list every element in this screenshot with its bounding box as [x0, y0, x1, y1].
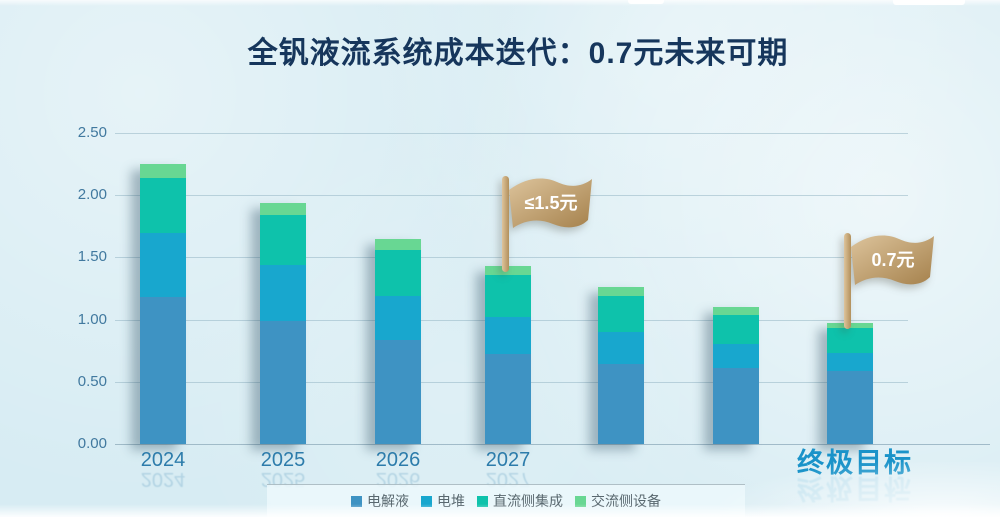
category-text: 2025: [260, 449, 306, 471]
legend-swatch: [575, 495, 586, 507]
category-text: 2027: [485, 449, 531, 471]
flag-banner: [509, 178, 592, 229]
bar-segment-直流侧集成: [260, 215, 306, 265]
category-label: 2025 2025: [223, 449, 343, 490]
flag-pole: [844, 233, 851, 330]
legend-swatch: [351, 495, 362, 507]
bar-segment-电堆: [713, 344, 759, 369]
stacked-bar-future-4: [598, 287, 644, 444]
y-axis-tick-label: 1.50: [77, 248, 107, 266]
top-edge-artifact: [893, 0, 965, 5]
top-edge-artifact: [628, 0, 664, 4]
bar-segment-电堆: [375, 295, 421, 340]
bar-segment-电解液: [713, 368, 759, 444]
flag-icon: ≤1.5元: [502, 176, 592, 273]
bar-segment-电堆: [140, 232, 186, 298]
bar-segment-交流侧设备: [375, 238, 421, 250]
stacked-bar-2027: [485, 266, 531, 444]
bar-segment-电堆: [827, 353, 873, 371]
category-text: 2024: [140, 449, 186, 471]
stacked-bar-future-5: [713, 307, 759, 444]
goal-flag-2: 0.7元: [836, 233, 956, 330]
legend-swatch: [477, 495, 488, 507]
bar-segment-电解液: [827, 370, 873, 444]
bar-segment-交流侧设备: [713, 307, 759, 315]
bar-segment-直流侧集成: [375, 249, 421, 296]
category-reflection: 2024: [140, 468, 186, 490]
bar-segment-直流侧集成: [827, 328, 873, 354]
category-label: 2027 2027: [448, 449, 568, 490]
stacked-bar-终极目标: [827, 323, 873, 444]
goal-flag-1: ≤1.5元: [494, 176, 614, 273]
category-label: 2026 2026: [338, 449, 458, 490]
y-axis-tick-label: 0.00: [77, 435, 107, 452]
legend-swatch: [421, 495, 432, 507]
bar-segment-直流侧集成: [140, 177, 186, 233]
bar-segment-电解液: [260, 320, 306, 444]
flag-value-label: ≤1.5元: [525, 193, 578, 213]
bar-segment-直流侧集成: [598, 295, 644, 333]
bar-segment-电堆: [598, 332, 644, 365]
stacked-bar-2024: [140, 164, 186, 444]
stacked-bar-2025: [260, 202, 306, 444]
bar-segment-直流侧集成: [713, 314, 759, 345]
bar-segment-电解液: [375, 339, 421, 444]
bar-segment-电堆: [485, 317, 531, 355]
y-axis-tick-label: 1.00: [77, 310, 107, 328]
y-axis-tick-label: 2.50: [77, 124, 107, 141]
category-label: 2024 2024: [103, 449, 223, 490]
bar-segment-交流侧设备: [140, 164, 186, 178]
top-edge-highlight: [0, 0, 1000, 6]
stacked-bar-2026: [375, 238, 421, 444]
bar-segment-电解液: [598, 364, 644, 444]
bar-segment-电堆: [260, 264, 306, 321]
gridline: [115, 257, 908, 259]
bar-segment-交流侧设备: [260, 202, 306, 216]
flag-value-label: 0.7元: [871, 250, 914, 270]
gridline: [115, 444, 990, 445]
bar-segment-电解液: [485, 354, 531, 444]
flag-banner: [851, 235, 934, 286]
bar-segment-电解液: [140, 297, 186, 444]
y-axis-tick-label: 2.00: [77, 186, 107, 204]
category-text: 2026: [375, 449, 421, 471]
bottom-edge-fade: [0, 504, 1000, 517]
bar-segment-交流侧设备: [598, 287, 644, 296]
bar-segment-直流侧集成: [485, 274, 531, 318]
gridline: [115, 133, 908, 134]
page-title: 全钒液流系统成本迭代：0.7元未来可期: [247, 37, 789, 70]
y-axis-tick-label: 0.50: [77, 372, 107, 390]
flag-icon: 0.7元: [844, 233, 934, 330]
flag-pole: [502, 176, 509, 273]
